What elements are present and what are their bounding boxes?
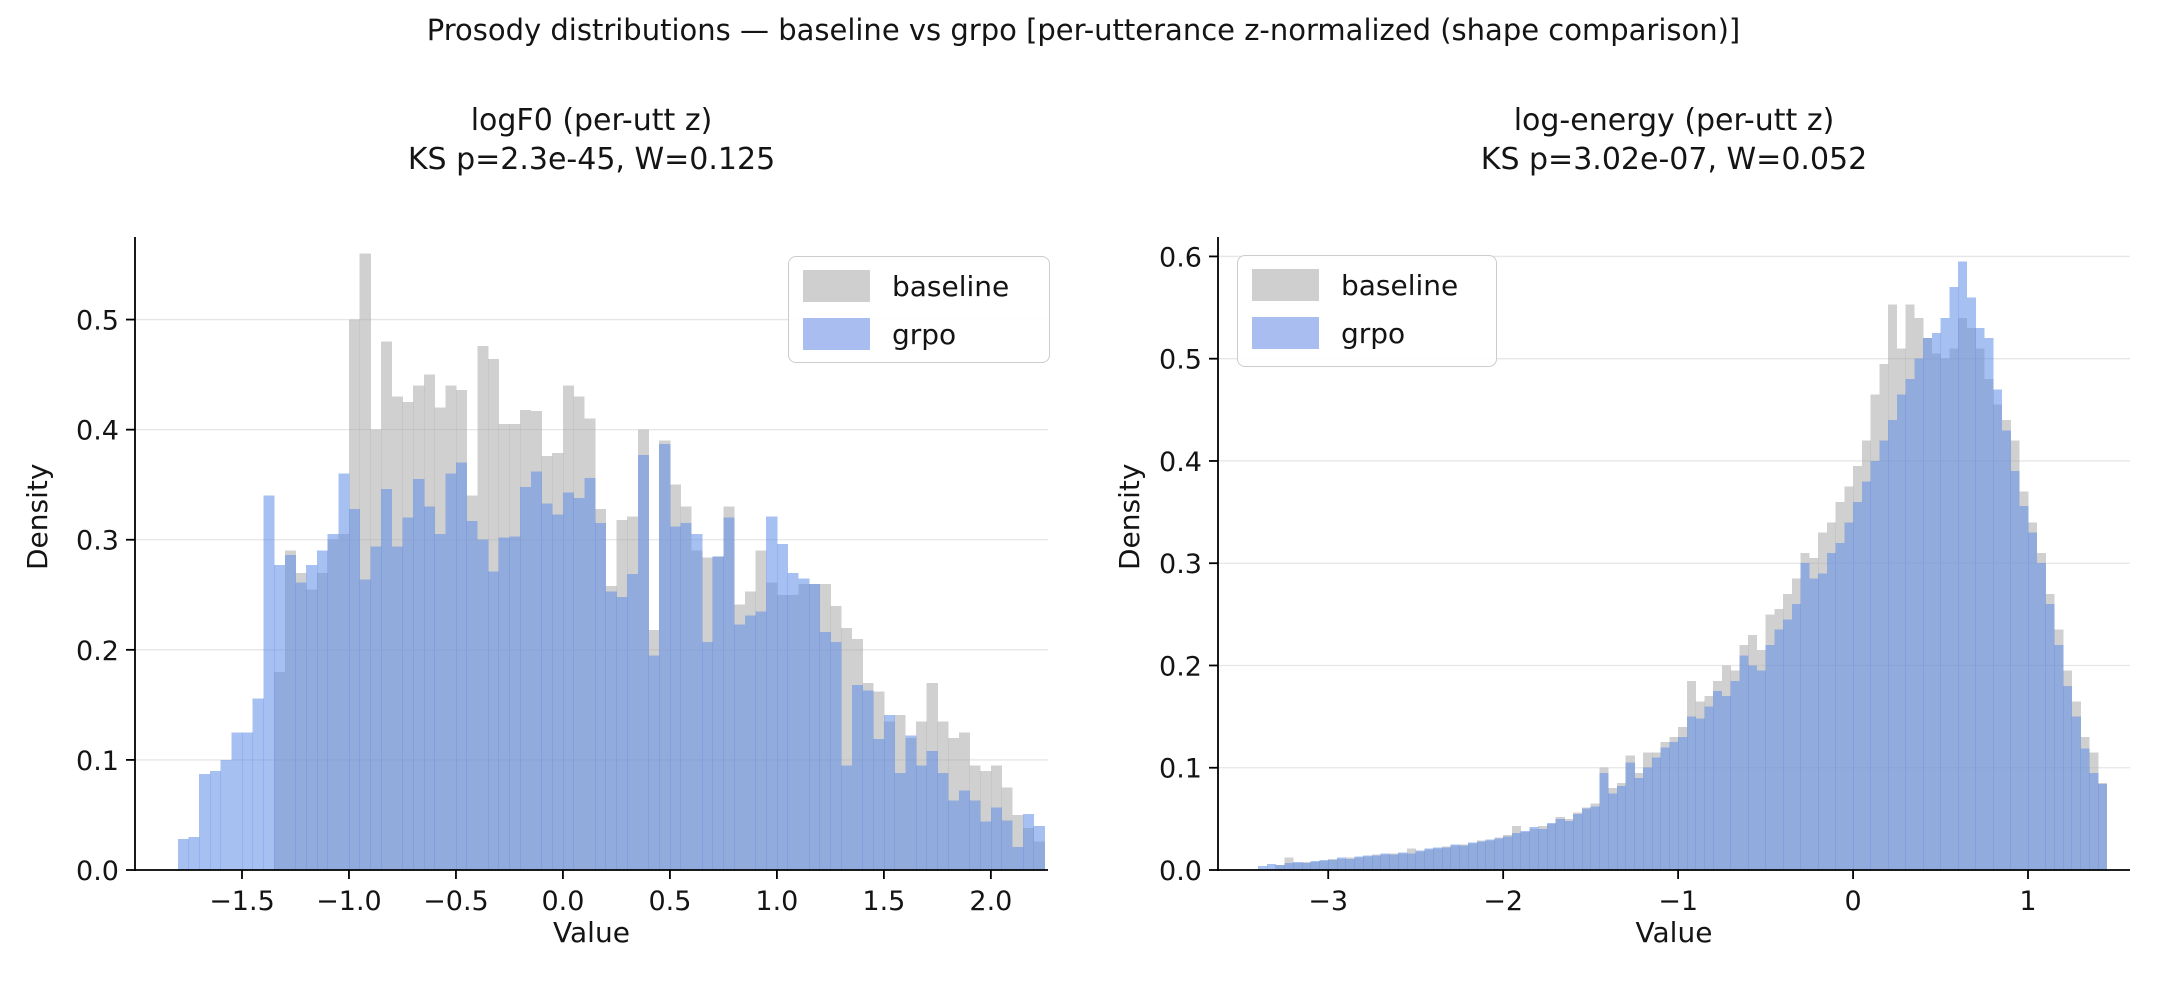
subplot-title-line: log-energy (per-utt z) [1513, 103, 1835, 138]
legend-entry-grpo: grpo [803, 310, 1049, 358]
svg-text:1.0: 1.0 [755, 886, 798, 917]
figure-title: Prosody distributions — baseline vs grpo… [426, 13, 1741, 47]
subplot-title-line: logF0 (per-utt z) [470, 103, 713, 138]
legend-label-grpo: grpo [892, 317, 957, 351]
svg-text:−2: −2 [1483, 886, 1523, 917]
legend: baseline grpo [788, 256, 1050, 363]
svg-text:0.4: 0.4 [76, 416, 119, 447]
subplot-title-logf0: logF0 (per-utt z) KS p=2.3e-45, W=0.125 [135, 101, 1048, 179]
legend-entry-baseline: baseline [803, 262, 1049, 310]
legend-label-baseline: baseline [892, 269, 1010, 303]
svg-text:0.0: 0.0 [541, 886, 584, 917]
subplot-subtitle-ks-stats: KS p=2.3e-45, W=0.125 [407, 142, 776, 177]
x-axis-label-right: Value [1635, 916, 1713, 949]
y-axis-label-left: Density [21, 463, 54, 570]
svg-text:0.5: 0.5 [1159, 345, 1202, 376]
svg-text:1: 1 [2019, 886, 2036, 917]
svg-text:−1: −1 [1658, 886, 1698, 917]
svg-text:0.6: 0.6 [1159, 242, 1202, 273]
svg-text:0: 0 [1844, 886, 1861, 917]
subplot-subtitle-ks-stats: KS p=3.02e-07, W=0.052 [1480, 142, 1868, 177]
legend-label-grpo: grpo [1341, 316, 1406, 350]
svg-text:2.0: 2.0 [969, 886, 1012, 917]
svg-text:1.5: 1.5 [862, 886, 905, 917]
svg-text:−1.5: −1.5 [209, 886, 275, 917]
svg-text:0.1: 0.1 [76, 746, 119, 777]
svg-text:0.5: 0.5 [76, 306, 119, 337]
svg-text:0.0: 0.0 [1159, 856, 1202, 887]
svg-text:0.0: 0.0 [76, 856, 119, 887]
svg-text:0.1: 0.1 [1159, 754, 1202, 785]
x-axis-label-left: Value [553, 916, 630, 949]
legend-entry-grpo: grpo [1252, 309, 1496, 357]
grpo-swatch-icon [1252, 317, 1319, 349]
svg-text:−0.5: −0.5 [423, 886, 489, 917]
baseline-swatch-icon [803, 270, 870, 302]
svg-text:0.5: 0.5 [648, 886, 691, 917]
legend-label-baseline: baseline [1341, 268, 1459, 302]
legend: baseline grpo [1237, 255, 1497, 367]
baseline-swatch-icon [1252, 269, 1319, 301]
svg-text:0.2: 0.2 [1159, 651, 1202, 682]
legend-entry-baseline: baseline [1252, 261, 1496, 309]
svg-text:0.2: 0.2 [76, 636, 119, 667]
grpo-swatch-icon [803, 318, 870, 350]
y-axis-label-right: Density [1113, 463, 1146, 570]
svg-text:−3: −3 [1308, 886, 1348, 917]
subplot-title-logenergy: log-energy (per-utt z) KS p=3.02e-07, W=… [1218, 101, 2130, 179]
svg-text:−1.0: −1.0 [316, 886, 382, 917]
svg-text:0.3: 0.3 [1159, 549, 1202, 580]
svg-text:0.4: 0.4 [1159, 447, 1202, 478]
svg-text:0.3: 0.3 [76, 526, 119, 557]
